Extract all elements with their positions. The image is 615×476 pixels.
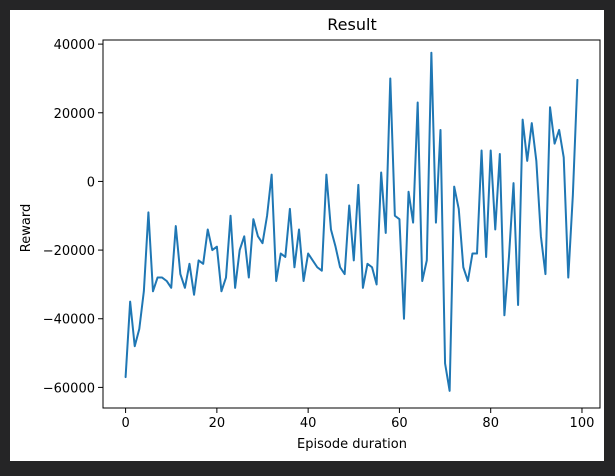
x-tick-label: 100 <box>570 416 595 431</box>
y-tick-label: −60000 <box>43 381 95 396</box>
y-tick-label: 40000 <box>54 38 95 53</box>
plot-axes <box>102 39 601 409</box>
x-tick-label: 60 <box>391 416 408 431</box>
chart-figure: Result 0 20 40 60 80 100 −60000 −40000 −20000 0 20… <box>10 10 604 461</box>
x-tick-label: 80 <box>482 416 499 431</box>
plot-frame <box>102 39 601 409</box>
x-tick-label: 20 <box>209 416 226 431</box>
axis-ticks: 0 20 40 60 80 100 −60000 −40000 −20000 0 20000 4000… <box>43 38 595 431</box>
x-axis-label: Episode duration <box>297 437 407 452</box>
x-tick-label: 40 <box>300 416 317 431</box>
y-axis-label: Reward <box>19 204 34 252</box>
y-tick-label: 20000 <box>54 107 95 122</box>
y-tick-label: 0 <box>87 175 95 190</box>
y-tick-label: −40000 <box>43 313 95 328</box>
series-line <box>124 51 579 392</box>
y-tick-label: −20000 <box>43 244 95 259</box>
chart-title: Result <box>327 15 376 34</box>
line-chart: Result 0 20 40 60 80 100 −60000 −40000 −20000 0 20… <box>19 15 601 452</box>
x-tick-label: 0 <box>121 416 129 431</box>
